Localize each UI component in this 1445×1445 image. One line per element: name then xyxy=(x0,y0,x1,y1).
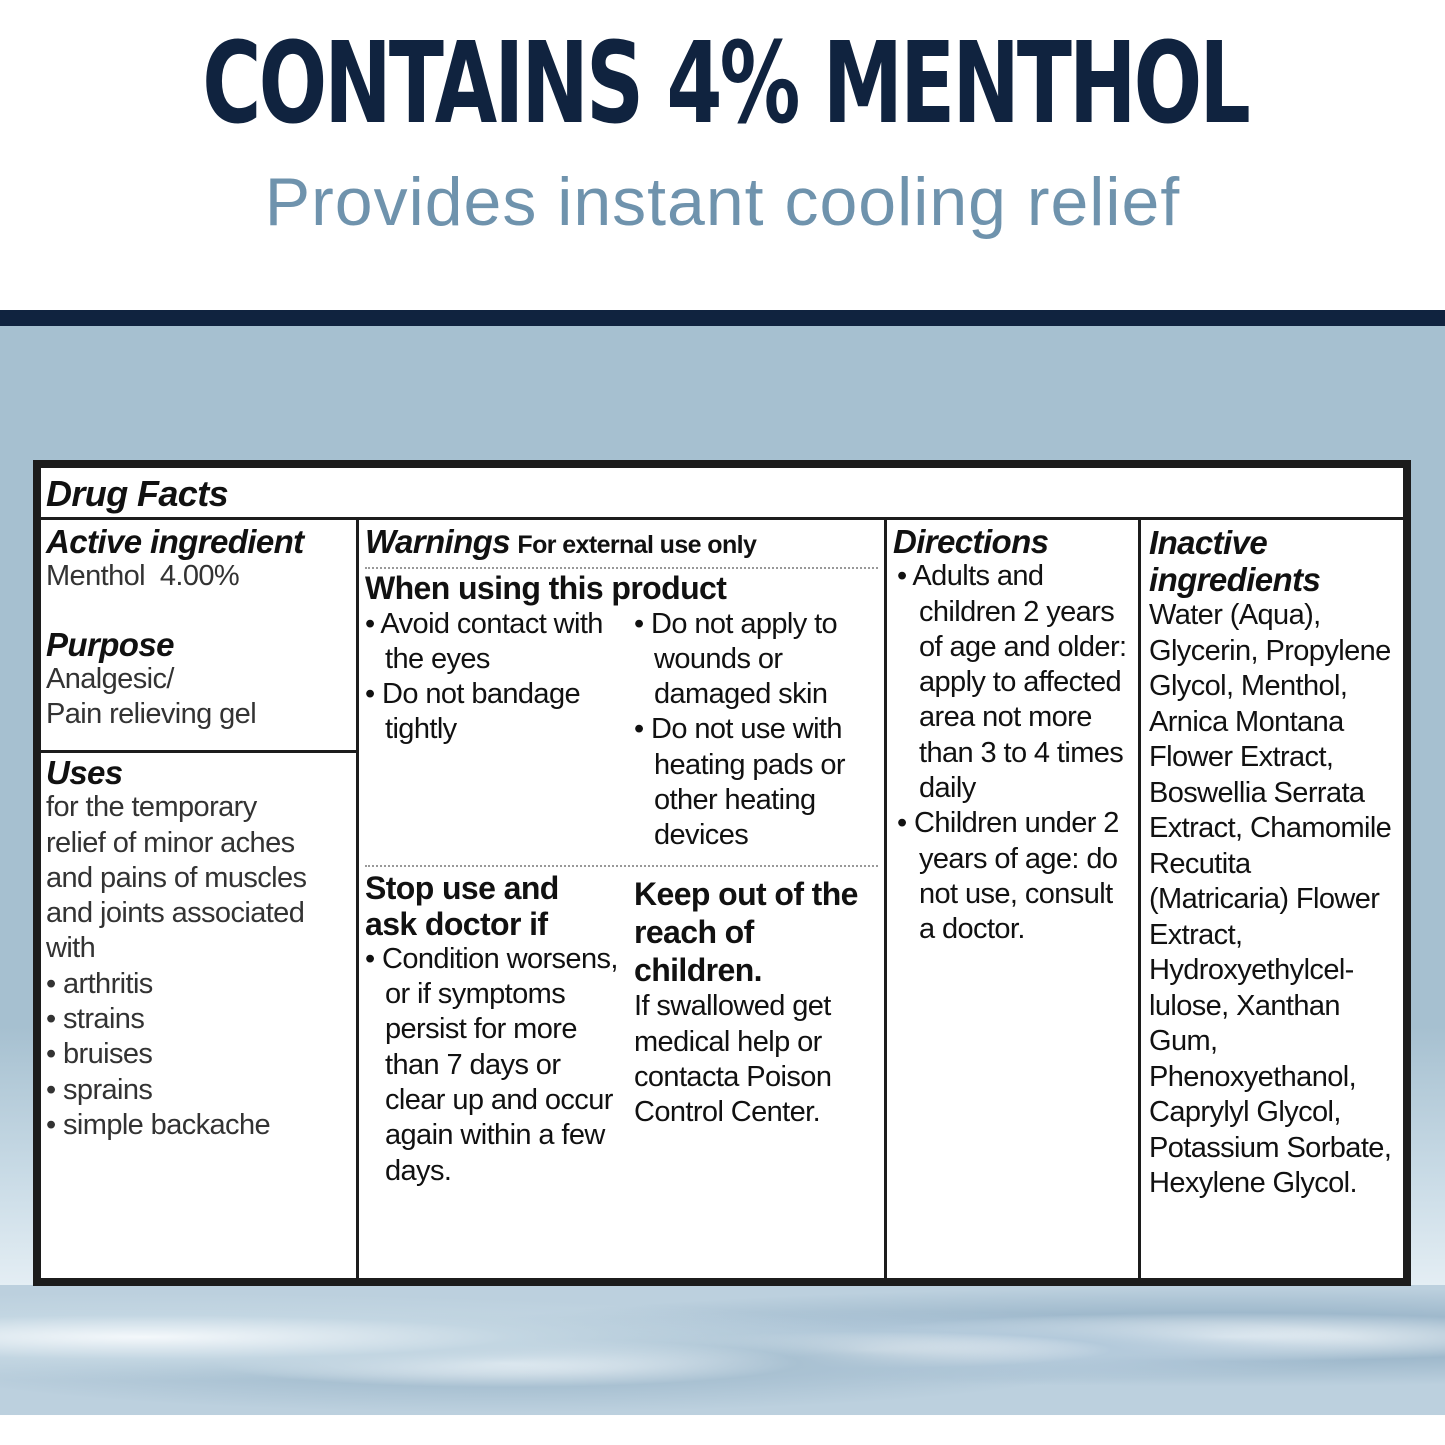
inactive-text: Water (Aqua), Glycerin, Propylene Glycol… xyxy=(1149,599,1392,1199)
inactive-heading: Inactive ingredients xyxy=(1149,524,1321,598)
when-using-item: Do not bandage tightly xyxy=(365,677,620,748)
column-inactive: Inactive ingredients Water (Aqua), Glyce… xyxy=(1141,520,1403,1278)
warnings-heading-row: Warnings For external use only xyxy=(365,523,878,570)
uses-item: bruises xyxy=(46,1037,351,1072)
purpose-line: Analgesic/ xyxy=(46,662,174,695)
directions-heading: Directions xyxy=(893,523,1049,560)
column-active: Active ingredient Menthol 4.00% Purpose … xyxy=(41,520,359,1278)
uses-item: strains xyxy=(46,1002,351,1037)
uses-item: simple backache xyxy=(46,1108,351,1143)
when-using-section: When using this product Avoid contact wi… xyxy=(365,570,878,868)
drug-facts-label: Drug Facts Active ingredient Menthol 4.0… xyxy=(33,460,1411,1286)
purpose-heading: Purpose xyxy=(46,625,174,663)
keep-out-section: Keep out of the reach of children. If sw… xyxy=(634,871,878,1130)
uses-text: for the temporary relief of minor aches … xyxy=(46,791,307,965)
divider-band xyxy=(0,310,1445,326)
header: CONTAINS 4% MENTHOL Provides instant coo… xyxy=(0,0,1445,310)
active-ingredient-heading: Active ingredient xyxy=(46,523,304,560)
column-warnings: Warnings For external use only When usin… xyxy=(359,520,887,1278)
warnings-subheading: For external use only xyxy=(517,531,757,559)
uses-heading: Uses xyxy=(46,754,123,791)
stop-use-section: Stop use and ask doctor if Condition wor… xyxy=(365,871,620,1189)
purpose-line: Pain relieving gel xyxy=(46,698,257,731)
column-directions: Directions Adults and children 2 years o… xyxy=(887,520,1141,1278)
active-purpose-section: Active ingredient Menthol 4.00% Purpose … xyxy=(41,520,356,753)
stop-use-heading: Stop use and ask doctor if xyxy=(365,870,559,942)
when-using-item: Do not use with heating pads or other he… xyxy=(634,712,878,853)
directions-item: Adults and children 2 years of age and o… xyxy=(897,559,1132,806)
stop-keep-section: Stop use and ask doctor if Condition wor… xyxy=(365,867,878,1189)
keep-out-text: If swallowed get medical help or contact… xyxy=(634,990,832,1129)
drug-facts-title: Drug Facts xyxy=(41,468,1403,520)
uses-item: arthritis xyxy=(46,967,351,1002)
keep-out-heading: Keep out of the reach of children. xyxy=(634,876,858,989)
uses-section: Uses for the temporary relief of minor a… xyxy=(41,753,356,1145)
active-ingredient-value: Menthol 4.00% xyxy=(46,560,240,593)
subheadline: Provides instant cooling relief xyxy=(264,164,1181,240)
warnings-heading: Warnings xyxy=(365,523,511,560)
ice-cubes-image xyxy=(0,1285,1445,1415)
when-using-heading: When using this product xyxy=(365,570,727,607)
when-using-item: Do not apply to wounds or damaged skin xyxy=(634,607,878,713)
uses-item: sprains xyxy=(46,1073,351,1108)
directions-item: Children under 2 years of age: do not us… xyxy=(897,806,1132,947)
when-using-item: Avoid contact with the eyes xyxy=(365,607,620,678)
stop-use-item: Condition worsens, or if symptoms persis… xyxy=(365,942,620,1189)
headline: CONTAINS 4% MENTHOL xyxy=(202,19,1250,149)
